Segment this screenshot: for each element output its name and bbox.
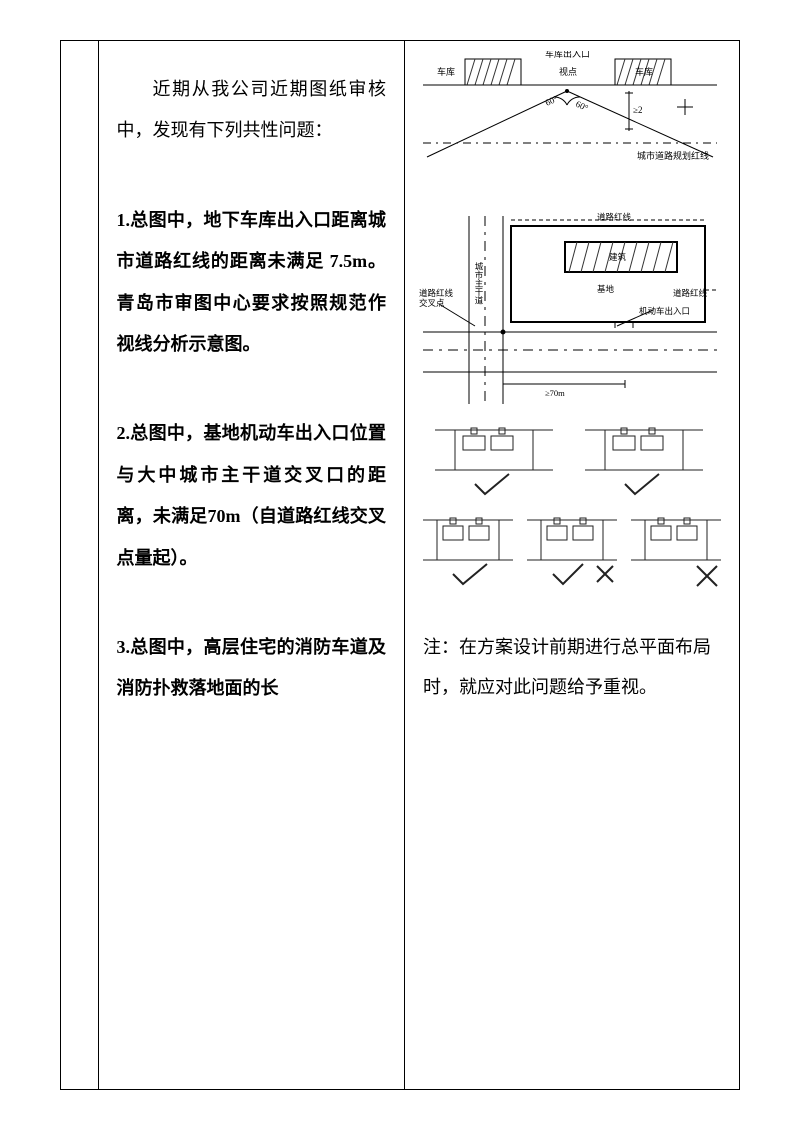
fig2-intpoint-1: 道路红线 [419,288,454,298]
fig2-xroad: 城市主干道 [474,262,484,305]
item-1: 1.总图中，地下车库出入口距离城市道路红线的距离未满足 7.5m。青岛市审图中心… [117,200,386,366]
fig2-building: 建筑 [609,252,627,262]
fig1-label-entrance: 车库出入口 [545,51,590,59]
item-2: 2.总图中，基地机动车出入口位置与大中城市主干道交叉口的距离，未满足70m（自道… [117,413,386,579]
fig2-entrance: 机动车出入口 [639,306,690,316]
figure-parking-grid [417,424,727,594]
text-column: 近期从我公司近期图纸审核中，发现有下列共性问题： 1.总图中，地下车库出入口距离… [99,41,405,1089]
figure-sightline: 车库 车库出入口 视点 车库 60° 60° ≥2 城市道路规划红线 [417,51,727,196]
fig1-label-garage-l: 车库 [437,66,455,77]
figures-area: 车库 车库出入口 视点 车库 60° 60° ≥2 城市道路规划红线 [417,51,727,707]
fig1-redline: 城市道路规划红线 [637,150,709,161]
fig1-dist: ≥2 [633,105,642,115]
figure-column: 车库 车库出入口 视点 车库 60° 60° ≥2 城市道路规划红线 [405,41,739,1089]
note-paragraph: 注：在方案设计前期进行总平面布局时，就应对此问题给予重视。 [417,628,727,707]
index-column [61,41,99,1089]
fig2-redline-top: 道路红线 [597,212,632,222]
fig1-label-viewpoint: 视点 [559,66,577,77]
content-table: 近期从我公司近期图纸审核中，发现有下列共性问题： 1.总图中，地下车库出入口距离… [60,40,740,1090]
fig2-dist: ≥70m [545,388,565,398]
fig2-base: 基地 [597,284,615,294]
item-3: 3.总图中，高层住宅的消防车道及消防扑救落地面的长 [117,627,386,710]
intro-paragraph: 近期从我公司近期图纸审核中，发现有下列共性问题： [117,69,386,152]
figure-siteplan: 道路红线 道路红线 建筑 基地 城市主干道 道路红线 交叉点 机动车出入口 ≥7… [417,210,727,410]
fig2-intpoint-2: 交叉点 [419,298,445,308]
fig2-redline-right: 道路红线 [673,288,708,298]
fig1-label-garage-r: 车库 [635,66,653,77]
